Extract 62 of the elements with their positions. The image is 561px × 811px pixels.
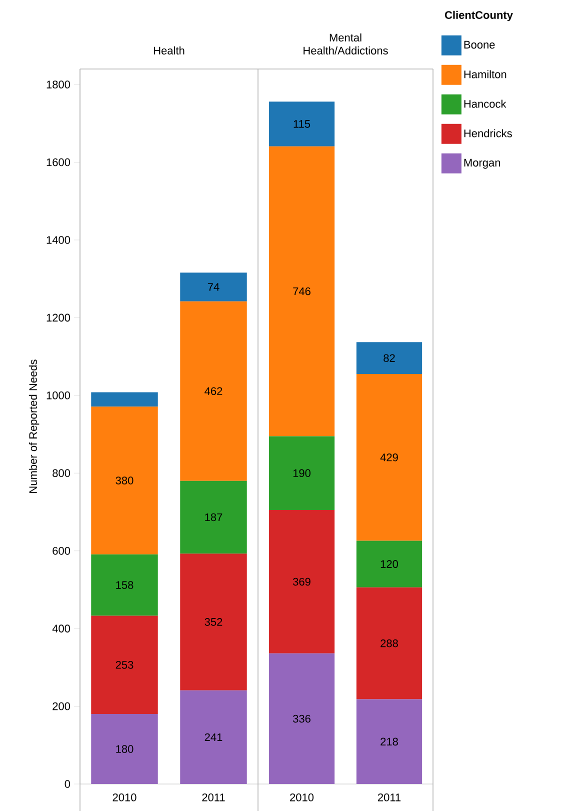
data-label: 241 — [204, 733, 222, 742]
chart-title: Mental Health/Addictions — [304, 33, 388, 54]
y-tick-label: 1800 — [46, 80, 70, 88]
data-label: 218 — [380, 738, 398, 746]
data-label: 352 — [204, 618, 222, 626]
bar — [356, 699, 422, 784]
bar — [91, 406, 158, 554]
legend-label: Morgan — [464, 158, 500, 169]
legend-label: Hendricks — [464, 129, 512, 138]
data-label: 746 — [293, 287, 310, 296]
bar — [356, 374, 422, 541]
data-label: 190 — [293, 469, 310, 478]
data-label: 380 — [116, 476, 134, 484]
y-tick-label: 1200 — [46, 314, 70, 322]
legend-label: Hancock — [464, 100, 506, 108]
data-label: 158 — [116, 581, 134, 589]
bar — [91, 616, 158, 714]
bar — [91, 392, 158, 407]
y-tick-label: 200 — [52, 702, 70, 710]
bar — [180, 272, 247, 302]
data-label: 369 — [293, 578, 310, 586]
bar — [180, 554, 247, 690]
bar — [356, 587, 422, 700]
bar — [268, 146, 335, 436]
y-tick-label: 0 — [64, 780, 70, 788]
y-tick-label: 400 — [52, 624, 70, 632]
bar — [180, 690, 247, 784]
bar — [356, 342, 422, 374]
x-tick-label: 2011 — [378, 794, 401, 802]
bar — [356, 540, 422, 588]
bar — [180, 301, 247, 481]
y-tick-label: 600 — [52, 546, 70, 555]
legend-label: Hamilton — [464, 70, 506, 78]
x-tick-label: 2011 — [202, 794, 225, 802]
data-label: 180 — [116, 745, 134, 753]
legend-title: ClientCounty — [444, 10, 513, 22]
bar — [268, 653, 335, 784]
y-tick-label: 1000 — [46, 392, 70, 400]
data-label: 253 — [116, 660, 134, 669]
data-label: 429 — [380, 453, 398, 462]
bar — [91, 714, 158, 784]
bar — [268, 436, 335, 510]
data-label: 115 — [294, 120, 310, 128]
data-label: 288 — [380, 639, 398, 648]
data-label: 462 — [204, 387, 222, 396]
chart-title: Health — [154, 46, 184, 54]
legend-label: Boone — [464, 40, 495, 49]
bar — [180, 480, 247, 554]
x-tick-label: 2010 — [112, 794, 136, 802]
bar — [268, 102, 335, 146]
y-axis-title: Number of Reported Needs — [28, 360, 40, 493]
bar — [91, 554, 158, 616]
x-tick-label: 2010 — [290, 794, 314, 802]
data-label: 120 — [380, 560, 398, 568]
data-label: 187 — [205, 513, 222, 522]
bar — [268, 510, 335, 654]
data-label: 82 — [384, 354, 395, 362]
y-tick-label: 800 — [52, 469, 70, 478]
y-tick-label: 1600 — [46, 158, 70, 166]
data-label: 74 — [208, 283, 220, 291]
data-label: 336 — [293, 714, 310, 723]
y-tick-label: 1400 — [46, 236, 70, 244]
